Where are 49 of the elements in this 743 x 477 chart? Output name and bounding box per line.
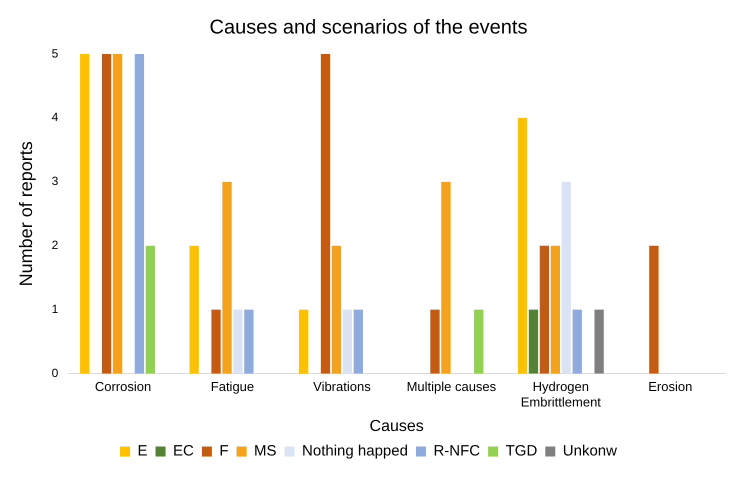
legend-label: TGD [506, 442, 538, 460]
x-axis-title: Causes [370, 418, 424, 435]
bar [572, 310, 582, 374]
bar [320, 54, 330, 374]
bar [594, 310, 604, 374]
bar [342, 310, 352, 374]
bar [102, 54, 112, 374]
legend-label: MS [254, 442, 277, 460]
y-tick-label: 3 [52, 174, 59, 188]
chart-title: Causes and scenarios of the events [210, 16, 528, 39]
y-tick-label: 2 [52, 238, 59, 252]
bar [222, 182, 232, 374]
bar [354, 310, 363, 374]
bar [80, 54, 90, 374]
bar [518, 118, 528, 374]
x-tick-label: Vibrations [313, 378, 372, 394]
bar [441, 182, 451, 374]
bar [474, 310, 484, 374]
legend-label: E [138, 442, 148, 460]
bar [430, 310, 440, 374]
legend-label: F [219, 442, 229, 460]
x-tick-label: Hydrogen Embrittlement [520, 378, 602, 410]
x-tick-label: Corrosion [94, 378, 152, 394]
y-tick-label: 1 [52, 302, 59, 316]
bar [233, 310, 243, 374]
y-tick-label: 4 [52, 110, 59, 124]
legend-label: R-NFC [433, 442, 480, 460]
bar [112, 54, 122, 374]
bar [244, 310, 254, 374]
bar [649, 246, 659, 374]
x-tick-label: Multiple causes [406, 378, 497, 394]
bar [332, 246, 342, 374]
bar [550, 246, 560, 374]
legend-label: Nothing happed [302, 442, 408, 460]
bar [562, 182, 571, 374]
bar [540, 246, 550, 374]
bar [189, 246, 199, 374]
y-tick-label: 0 [52, 366, 59, 380]
bar [134, 54, 144, 374]
legend-label: Unkonw [562, 442, 618, 460]
x-tick-label: Fatigue [210, 378, 254, 394]
y-tick-label: 5 [52, 46, 59, 60]
legend-label: EC [173, 442, 194, 460]
bar [528, 310, 538, 374]
bar [211, 310, 221, 374]
bar [146, 246, 156, 374]
y-axis-title: Number of reports [16, 141, 36, 286]
x-tick-label: Erosion [648, 378, 692, 394]
bar [298, 310, 308, 374]
